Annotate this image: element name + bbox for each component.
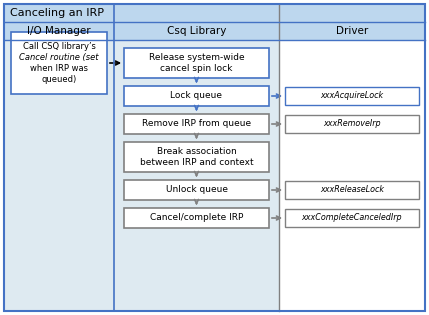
- Bar: [285, 181, 419, 199]
- Text: I/O Manager: I/O Manager: [27, 26, 91, 36]
- Text: Remove IRP from queue: Remove IRP from queue: [142, 119, 251, 129]
- Bar: [124, 208, 269, 228]
- Text: Canceling an IRP: Canceling an IRP: [10, 8, 104, 18]
- Bar: [285, 115, 419, 133]
- Text: queued): queued): [41, 75, 77, 84]
- Text: Break association
between IRP and context: Break association between IRP and contex…: [140, 147, 253, 167]
- Bar: [285, 87, 419, 105]
- Bar: [124, 86, 269, 106]
- Text: Unlock queue: Unlock queue: [166, 186, 227, 194]
- Text: Cancel routine (set: Cancel routine (set: [19, 53, 99, 62]
- Text: Csq Library: Csq Library: [167, 26, 226, 36]
- Bar: [4, 4, 279, 311]
- Text: Release system-wide
cancel spin lock: Release system-wide cancel spin lock: [149, 53, 244, 73]
- Text: when IRP was: when IRP was: [30, 64, 88, 73]
- Bar: [124, 142, 269, 172]
- Bar: [124, 114, 269, 134]
- Text: xxxCompleteCanceledIrp: xxxCompleteCanceledIrp: [302, 214, 402, 222]
- Text: Lock queue: Lock queue: [170, 91, 223, 100]
- Bar: [124, 180, 269, 200]
- Text: xxxRemoveIrp: xxxRemoveIrp: [323, 119, 381, 129]
- Text: xxxReleaseLock: xxxReleaseLock: [320, 186, 384, 194]
- Bar: [11, 32, 107, 94]
- Bar: [4, 4, 425, 22]
- Bar: [124, 48, 269, 78]
- Text: Driver: Driver: [336, 26, 368, 36]
- Bar: [279, 4, 425, 311]
- Bar: [4, 22, 425, 40]
- Text: xxxAcquireLock: xxxAcquireLock: [320, 91, 384, 100]
- Text: Cancel/complete IRP: Cancel/complete IRP: [150, 214, 243, 222]
- Text: Call CSQ library’s: Call CSQ library’s: [23, 42, 95, 51]
- Bar: [285, 209, 419, 227]
